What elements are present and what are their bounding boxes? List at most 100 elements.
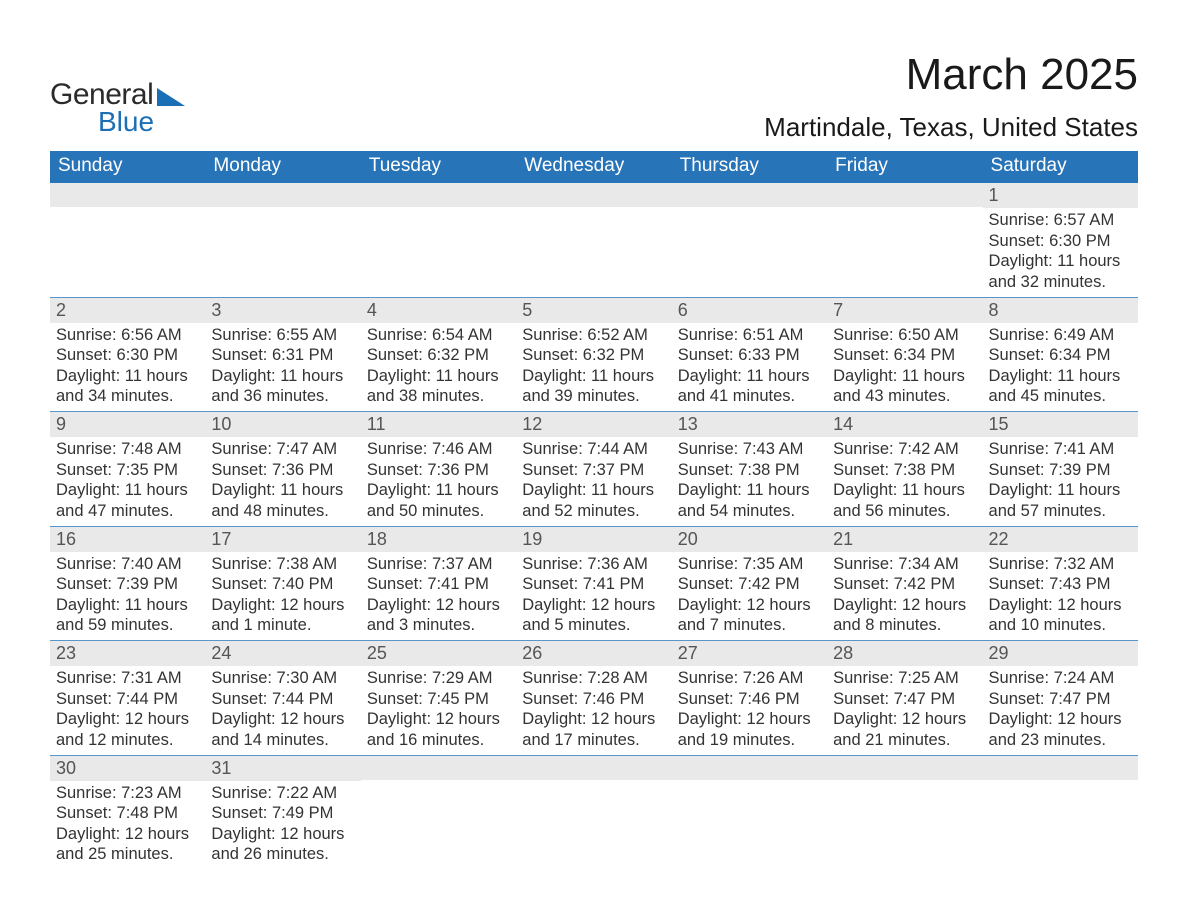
day-detail: Sunrise: 6:49 AMSunset: 6:34 PMDaylight:… <box>983 323 1138 412</box>
calendar-cell: 25Sunrise: 7:29 AMSunset: 7:45 PMDayligh… <box>361 641 516 756</box>
calendar-week-row: 30Sunrise: 7:23 AMSunset: 7:48 PMDayligh… <box>50 755 1138 869</box>
calendar-cell: 17Sunrise: 7:38 AMSunset: 7:40 PMDayligh… <box>205 526 360 641</box>
day-detail: Sunrise: 6:54 AMSunset: 6:32 PMDaylight:… <box>361 323 516 412</box>
day-detail: Sunrise: 7:24 AMSunset: 7:47 PMDaylight:… <box>983 666 1138 755</box>
calendar-cell: 30Sunrise: 7:23 AMSunset: 7:48 PMDayligh… <box>50 755 205 869</box>
calendar-cell: 18Sunrise: 7:37 AMSunset: 7:41 PMDayligh… <box>361 526 516 641</box>
day-detail: Sunrise: 7:48 AMSunset: 7:35 PMDaylight:… <box>50 437 205 526</box>
day-detail: Sunrise: 7:43 AMSunset: 7:38 PMDaylight:… <box>672 437 827 526</box>
day-detail: Sunrise: 6:50 AMSunset: 6:34 PMDaylight:… <box>827 323 982 412</box>
day-detail: Sunrise: 7:26 AMSunset: 7:46 PMDaylight:… <box>672 666 827 755</box>
day-number: 15 <box>983 412 1138 437</box>
day-number: 25 <box>361 641 516 666</box>
day-detail: Sunrise: 7:22 AMSunset: 7:49 PMDaylight:… <box>205 781 360 870</box>
calendar-week-row: 23Sunrise: 7:31 AMSunset: 7:44 PMDayligh… <box>50 641 1138 756</box>
empty-day <box>205 183 360 207</box>
calendar-cell: 8Sunrise: 6:49 AMSunset: 6:34 PMDaylight… <box>983 297 1138 412</box>
empty-day <box>361 183 516 207</box>
empty-day <box>827 756 982 780</box>
calendar-cell: 15Sunrise: 7:41 AMSunset: 7:39 PMDayligh… <box>983 412 1138 527</box>
calendar-cell: 14Sunrise: 7:42 AMSunset: 7:38 PMDayligh… <box>827 412 982 527</box>
day-number: 19 <box>516 527 671 552</box>
empty-day <box>50 183 205 207</box>
day-number: 24 <box>205 641 360 666</box>
empty-day <box>827 183 982 207</box>
calendar-cell: 19Sunrise: 7:36 AMSunset: 7:41 PMDayligh… <box>516 526 671 641</box>
day-detail: Sunrise: 6:57 AMSunset: 6:30 PMDaylight:… <box>983 208 1138 297</box>
calendar-header-row: SundayMondayTuesdayWednesdayThursdayFrid… <box>50 151 1138 182</box>
day-number: 26 <box>516 641 671 666</box>
calendar-cell: 24Sunrise: 7:30 AMSunset: 7:44 PMDayligh… <box>205 641 360 756</box>
day-detail: Sunrise: 7:47 AMSunset: 7:36 PMDaylight:… <box>205 437 360 526</box>
calendar-cell: 1Sunrise: 6:57 AMSunset: 6:30 PMDaylight… <box>983 182 1138 297</box>
calendar-table: SundayMondayTuesdayWednesdayThursdayFrid… <box>50 151 1138 869</box>
empty-day <box>516 183 671 207</box>
day-number: 31 <box>205 756 360 781</box>
column-header: Monday <box>205 151 360 182</box>
day-number: 4 <box>361 298 516 323</box>
day-detail: Sunrise: 6:52 AMSunset: 6:32 PMDaylight:… <box>516 323 671 412</box>
empty-day <box>672 183 827 207</box>
day-number: 5 <box>516 298 671 323</box>
calendar-cell: 22Sunrise: 7:32 AMSunset: 7:43 PMDayligh… <box>983 526 1138 641</box>
calendar-cell: 31Sunrise: 7:22 AMSunset: 7:49 PMDayligh… <box>205 755 360 869</box>
empty-day <box>361 756 516 780</box>
header: General Blue March 2025 Martindale, Texa… <box>50 50 1138 143</box>
day-detail: Sunrise: 7:32 AMSunset: 7:43 PMDaylight:… <box>983 552 1138 641</box>
calendar-cell: 4Sunrise: 6:54 AMSunset: 6:32 PMDaylight… <box>361 297 516 412</box>
calendar-cell: 28Sunrise: 7:25 AMSunset: 7:47 PMDayligh… <box>827 641 982 756</box>
calendar-cell: 10Sunrise: 7:47 AMSunset: 7:36 PMDayligh… <box>205 412 360 527</box>
calendar-cell: 11Sunrise: 7:46 AMSunset: 7:36 PMDayligh… <box>361 412 516 527</box>
calendar-cell: 3Sunrise: 6:55 AMSunset: 6:31 PMDaylight… <box>205 297 360 412</box>
calendar-cell <box>672 755 827 869</box>
calendar-body: 1Sunrise: 6:57 AMSunset: 6:30 PMDaylight… <box>50 182 1138 869</box>
calendar-cell: 7Sunrise: 6:50 AMSunset: 6:34 PMDaylight… <box>827 297 982 412</box>
calendar-cell <box>983 755 1138 869</box>
day-number: 23 <box>50 641 205 666</box>
calendar-cell <box>50 182 205 297</box>
calendar-cell: 23Sunrise: 7:31 AMSunset: 7:44 PMDayligh… <box>50 641 205 756</box>
column-header: Tuesday <box>361 151 516 182</box>
empty-day <box>983 756 1138 780</box>
day-number: 16 <box>50 527 205 552</box>
day-number: 17 <box>205 527 360 552</box>
calendar-cell: 29Sunrise: 7:24 AMSunset: 7:47 PMDayligh… <box>983 641 1138 756</box>
day-detail: Sunrise: 7:25 AMSunset: 7:47 PMDaylight:… <box>827 666 982 755</box>
calendar-week-row: 1Sunrise: 6:57 AMSunset: 6:30 PMDaylight… <box>50 182 1138 297</box>
logo: General Blue <box>50 50 185 138</box>
day-number: 22 <box>983 527 1138 552</box>
day-number: 3 <box>205 298 360 323</box>
page-title: March 2025 <box>764 50 1138 100</box>
calendar-cell <box>361 182 516 297</box>
day-detail: Sunrise: 7:30 AMSunset: 7:44 PMDaylight:… <box>205 666 360 755</box>
day-number: 21 <box>827 527 982 552</box>
calendar-cell: 5Sunrise: 6:52 AMSunset: 6:32 PMDaylight… <box>516 297 671 412</box>
day-number: 6 <box>672 298 827 323</box>
day-number: 1 <box>983 183 1138 208</box>
day-detail: Sunrise: 6:56 AMSunset: 6:30 PMDaylight:… <box>50 323 205 412</box>
day-detail: Sunrise: 7:42 AMSunset: 7:38 PMDaylight:… <box>827 437 982 526</box>
logo-word2: Blue <box>98 106 154 138</box>
day-detail: Sunrise: 7:37 AMSunset: 7:41 PMDaylight:… <box>361 552 516 641</box>
calendar-cell: 13Sunrise: 7:43 AMSunset: 7:38 PMDayligh… <box>672 412 827 527</box>
calendar-cell: 2Sunrise: 6:56 AMSunset: 6:30 PMDaylight… <box>50 297 205 412</box>
day-number: 14 <box>827 412 982 437</box>
day-detail: Sunrise: 7:36 AMSunset: 7:41 PMDaylight:… <box>516 552 671 641</box>
column-header: Thursday <box>672 151 827 182</box>
calendar-cell: 26Sunrise: 7:28 AMSunset: 7:46 PMDayligh… <box>516 641 671 756</box>
calendar-cell: 12Sunrise: 7:44 AMSunset: 7:37 PMDayligh… <box>516 412 671 527</box>
day-number: 9 <box>50 412 205 437</box>
calendar-cell <box>516 182 671 297</box>
calendar-cell <box>205 182 360 297</box>
day-number: 12 <box>516 412 671 437</box>
day-detail: Sunrise: 7:28 AMSunset: 7:46 PMDaylight:… <box>516 666 671 755</box>
day-detail: Sunrise: 7:38 AMSunset: 7:40 PMDaylight:… <box>205 552 360 641</box>
column-header: Friday <box>827 151 982 182</box>
calendar-cell: 16Sunrise: 7:40 AMSunset: 7:39 PMDayligh… <box>50 526 205 641</box>
calendar-cell: 9Sunrise: 7:48 AMSunset: 7:35 PMDaylight… <box>50 412 205 527</box>
column-header: Sunday <box>50 151 205 182</box>
day-number: 2 <box>50 298 205 323</box>
calendar-cell <box>361 755 516 869</box>
day-number: 10 <box>205 412 360 437</box>
column-header: Saturday <box>983 151 1138 182</box>
